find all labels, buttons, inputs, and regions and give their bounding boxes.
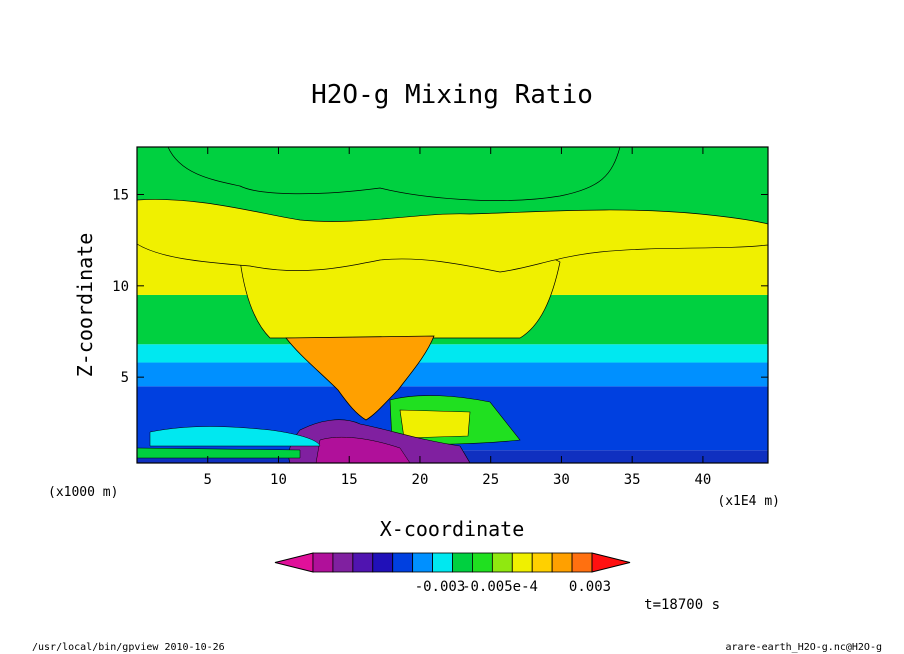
plot-area: [137, 147, 768, 463]
green-upper-band: [167, 147, 621, 201]
yellow-mixing-region: [399, 409, 471, 439]
colorbar-segment: [432, 552, 453, 573]
colorbar-segment: [372, 552, 394, 573]
x-tick-label: 5: [204, 472, 212, 488]
orange-plume-region: [285, 335, 435, 421]
contour-band-3: [137, 344, 768, 363]
x-tick-label: 25: [482, 472, 499, 488]
x-unit-left: (x1000 m): [48, 485, 118, 500]
colorbar-segment: [511, 552, 533, 573]
yellow-layer-top: [137, 199, 768, 273]
cyan-lower-layer: [149, 426, 321, 447]
time-label: t=18700 s: [644, 597, 720, 613]
colorbar-segment: [571, 552, 593, 573]
colorbar: -0.003-0.005e-4 0.003: [274, 552, 631, 595]
x-tick-label: 10: [270, 472, 287, 488]
chart-title: H2O-g Mixing Ratio: [311, 80, 593, 110]
colorbar-min-arrow: [274, 552, 314, 573]
colorbar-segment: [531, 552, 553, 573]
green-surface-layer: [137, 447, 301, 459]
y-tick-label: 5: [121, 370, 129, 386]
colorbar-segment: [412, 552, 433, 573]
colorbar-segment: [332, 552, 354, 573]
colorbar-max-arrow: [591, 552, 631, 573]
x-tick-label: 30: [553, 472, 570, 488]
colorbar-segment: [472, 552, 493, 573]
x-tick-label: 40: [694, 472, 711, 488]
x-tick-label: 35: [624, 472, 641, 488]
colorbar-segment: [312, 552, 334, 573]
y-tick-label: 10: [112, 279, 129, 295]
colorbar-segment: [491, 552, 513, 573]
y-tick-label: 15: [112, 187, 129, 203]
colorbar-segment: [392, 552, 414, 573]
contour-band-2: [137, 362, 768, 387]
x-unit-right: (x1E4 m): [717, 494, 780, 509]
magenta-surface-region: [315, 436, 411, 463]
x-tick-label: 15: [341, 472, 358, 488]
colorbar-segment: [452, 552, 473, 573]
x-axis-label: X-coordinate: [380, 517, 525, 541]
colorbar-tick-label: -0.005e-4: [462, 579, 538, 595]
colorbar-segment: [551, 552, 573, 573]
footer-right: arare-earth_H2O-g.nc@H2O-g: [725, 642, 882, 653]
colorbar-tick-label: 0.003: [569, 579, 611, 595]
colorbar-tick-label: -0.003: [415, 579, 466, 595]
y-axis-label: Z-coordinate: [73, 233, 97, 378]
footer-left: /usr/local/bin/gpview 2010-10-26: [32, 642, 225, 653]
plot-frame: [136, 146, 769, 464]
colorbar-segment: [352, 552, 374, 573]
x-tick-label: 20: [412, 472, 429, 488]
